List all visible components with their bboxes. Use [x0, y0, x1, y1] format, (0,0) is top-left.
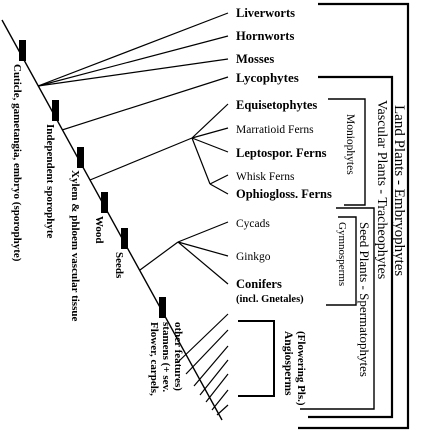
bar-cuticle — [19, 40, 26, 61]
label-angiosperms-2: (Flowering Pls.) — [295, 331, 307, 406]
taxon-ginkgo: Ginkgo — [236, 251, 271, 263]
taxon-conifers-note: (incl. Gnetales) — [236, 294, 304, 305]
branch-angio-6 — [211, 389, 229, 411]
taxon-marratioid: Marratioid Ferns — [236, 124, 314, 136]
char-seeds: Seeds — [113, 252, 125, 279]
branch-equisetophytes — [191, 103, 229, 139]
label-vascular: Vascular Plants - Tracheophytes — [374, 100, 389, 279]
char-xylem: Xylem & phloem vascular tissue — [69, 170, 81, 321]
branch-leptospor — [191, 137, 229, 153]
bracket-angiosperms — [238, 320, 275, 397]
branch-angio-2 — [185, 329, 229, 375]
branch-whisk — [209, 174, 229, 185]
bracket-land-plants — [298, 2, 410, 430]
taxon-whisk: Whisk Ferns — [236, 171, 295, 183]
bracket-seed-plants — [300, 207, 375, 410]
character-bars — [19, 40, 166, 318]
branch-conifers — [177, 241, 229, 285]
bar-seeds — [121, 228, 128, 249]
branch-cycads — [177, 221, 229, 243]
branch-hornworts — [37, 35, 229, 87]
taxon-leptospor: Leptospor. Ferns — [236, 146, 327, 160]
taxon-conifers: Conifers — [236, 277, 282, 291]
label-monilophytes: Moniophytes — [344, 114, 356, 175]
taxon-hornworts: Hornworts — [236, 29, 294, 43]
branch-seed-node — [139, 241, 179, 271]
char-sporophyte: Independent sporophyte — [44, 124, 56, 239]
branch-ophiogloss — [209, 183, 229, 195]
group-brackets — [238, 2, 410, 430]
bar-xylem — [77, 147, 84, 168]
branch-angio-5 — [205, 373, 229, 403]
taxon-mosses: Mosses — [236, 52, 274, 66]
char-flower-2: stamens (+ sev. — [160, 322, 172, 392]
branch-angio-7 — [216, 404, 229, 416]
branch-angio-4 — [199, 359, 229, 396]
bracket-gymnosperms — [326, 216, 357, 306]
bar-wood — [101, 192, 108, 213]
branch-ferns-node — [89, 137, 193, 181]
branch-ginkgo — [177, 241, 229, 257]
branch-marratioid — [191, 127, 229, 139]
char-flower-1: Flower, carpels, — [148, 322, 160, 396]
bracket-vascular — [308, 75, 394, 419]
bar-flower — [159, 297, 166, 318]
branch-angio-1 — [177, 313, 229, 363]
taxon-ophiogloss: Ophiogloss. Ferns — [236, 187, 332, 201]
branch-lycophytes — [61, 76, 229, 131]
taxon-lycophytes: Lycophytes — [236, 70, 299, 85]
branch-angio-3 — [193, 345, 229, 387]
tree-branches — [37, 12, 229, 416]
taxon-liverworts: Liverworts — [236, 6, 295, 20]
label-angiosperms-1: Angiosperms — [282, 331, 294, 396]
taxon-equisetophytes: Equisetophytes — [236, 98, 317, 112]
char-cuticle: Cuticle, gametangia, embryo (sporophyte) — [11, 64, 23, 262]
bracket-monilophytes — [328, 98, 366, 206]
tree-spine — [1, 19, 223, 421]
label-gymnosperms: Gymnosperms — [336, 222, 348, 286]
char-wood: Wood — [93, 216, 105, 244]
label-seed-plants: Seed Plants - Spermatophytes — [357, 222, 372, 377]
char-flower-3: other features) — [172, 322, 184, 391]
taxon-cycads: Cycads — [236, 218, 270, 230]
branch-mosses — [37, 58, 229, 87]
branch-liverworts — [37, 12, 229, 87]
bar-sporophyte — [52, 100, 59, 121]
branch-whisk-node — [191, 137, 211, 185]
label-land-plants: Land Plants - Embryophytes — [391, 105, 407, 276]
